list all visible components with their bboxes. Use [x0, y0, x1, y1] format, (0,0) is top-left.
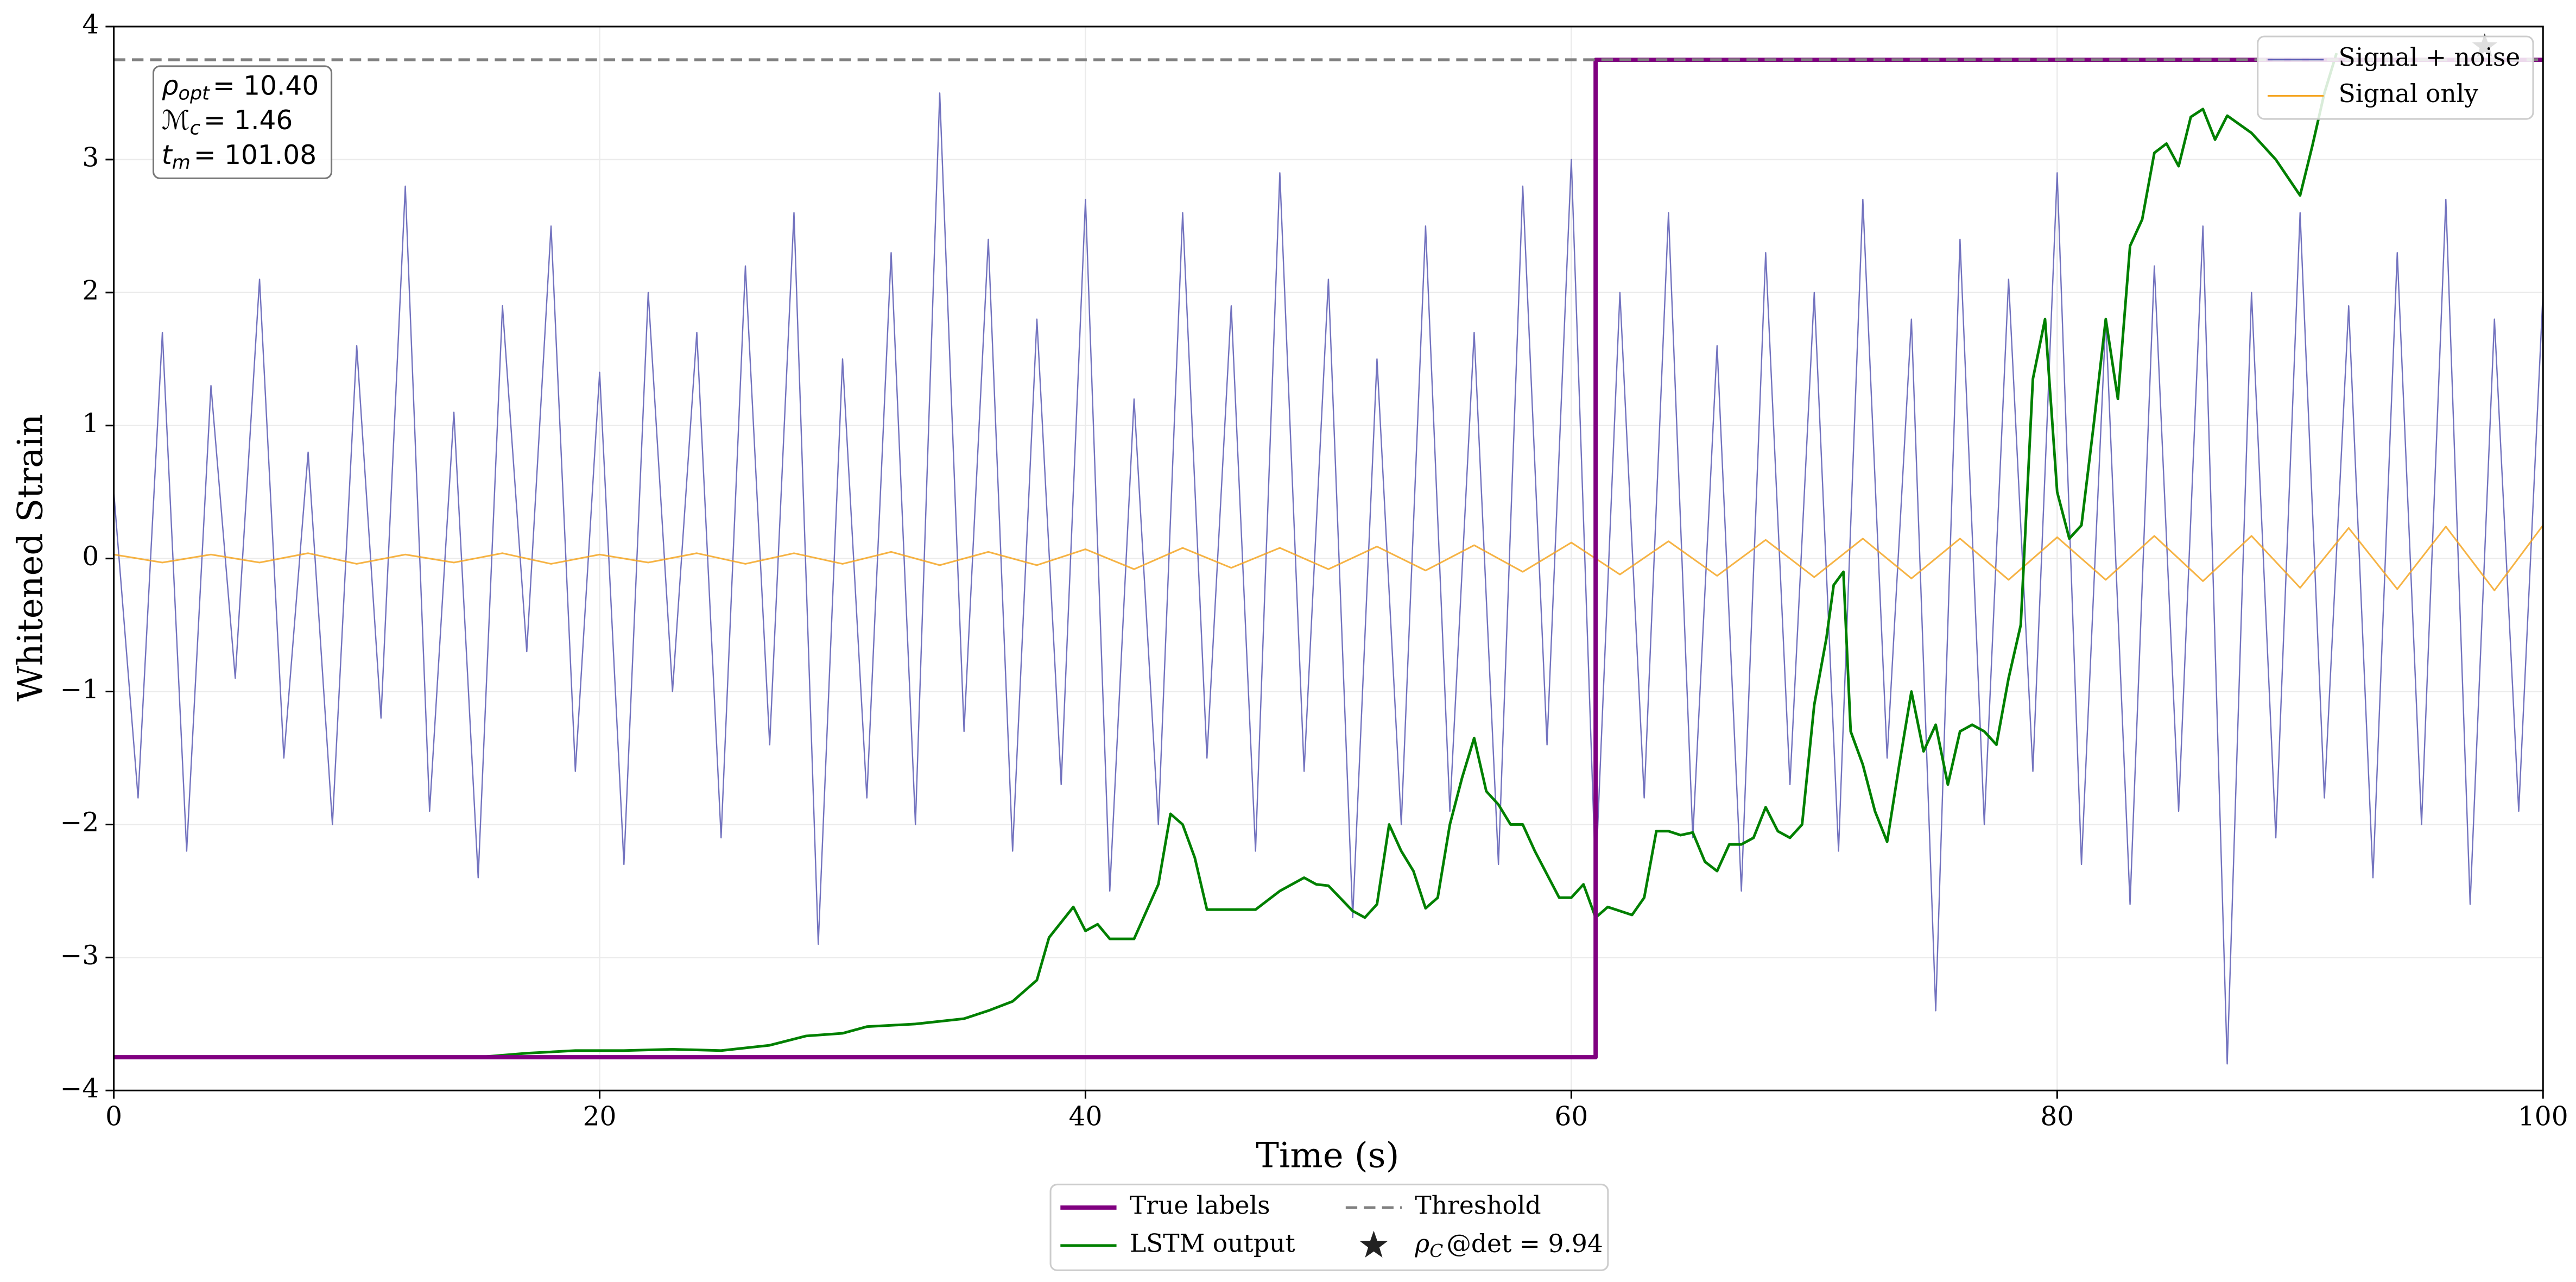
y-axis-label: Whitened Strain	[10, 414, 50, 702]
y-tick-label: 0	[82, 541, 99, 572]
series-line	[113, 58, 2543, 1060]
y-tick-label: −3	[60, 940, 99, 971]
x-axis-label: Time (s)	[1256, 1135, 1399, 1176]
y-tick-label: −1	[60, 674, 99, 705]
series-line	[113, 525, 2544, 591]
annotation-text: ρopt = 10.40	[162, 71, 319, 104]
x-tick-label: 100	[2518, 1101, 2568, 1132]
subscript: m	[172, 152, 191, 174]
symbol: ρ	[1414, 1229, 1429, 1258]
symbol: ρ	[162, 71, 179, 101]
legend-symbol	[1359, 1230, 1388, 1258]
annotation-text: tm = 101.08	[162, 140, 317, 174]
symbol: ℳ	[162, 105, 190, 136]
legend-box	[1049, 1183, 1609, 1271]
subscript: opt	[179, 83, 211, 104]
subscript: C	[1429, 1241, 1443, 1261]
x-tick-label: 20	[583, 1101, 617, 1132]
subscript: c	[190, 117, 200, 139]
value-text: = 101.08	[194, 140, 317, 170]
y-tick-label: 2	[82, 275, 99, 306]
y-tick-label: 4	[82, 9, 99, 40]
value-text: = 10.40	[213, 71, 319, 101]
y-tick-label: −2	[60, 807, 99, 838]
legend-label: True labels	[1130, 1191, 1270, 1220]
annotation-box	[152, 65, 333, 179]
y-tick-label: 3	[82, 142, 99, 173]
x-tick-label: 40	[1069, 1101, 1103, 1132]
symbol: t	[162, 140, 173, 170]
x-tick-label: 60	[1554, 1101, 1588, 1132]
legend-label: Signal only	[2339, 79, 2479, 108]
series-line	[113, 92, 2544, 1065]
legend-label: ρC @det = 9.94	[1414, 1229, 1603, 1261]
y-tick-label: 1	[82, 408, 99, 439]
x-tick-label: 80	[2040, 1101, 2074, 1132]
plot-frame	[113, 26, 2544, 1091]
series-line	[113, 53, 2338, 1059]
legend-box	[2257, 35, 2534, 120]
legend-label: Threshold	[1415, 1191, 1541, 1220]
value-text: @det = 9.94	[1446, 1229, 1603, 1258]
y-tick-label: −4	[60, 1073, 99, 1104]
value-text: = 1.46	[204, 105, 293, 136]
legend-label: Signal + noise	[2339, 43, 2521, 72]
annotation-text: ℳc = 1.46	[162, 105, 293, 139]
x-tick-label: 0	[105, 1101, 122, 1132]
legend-label: LSTM output	[1130, 1229, 1295, 1258]
